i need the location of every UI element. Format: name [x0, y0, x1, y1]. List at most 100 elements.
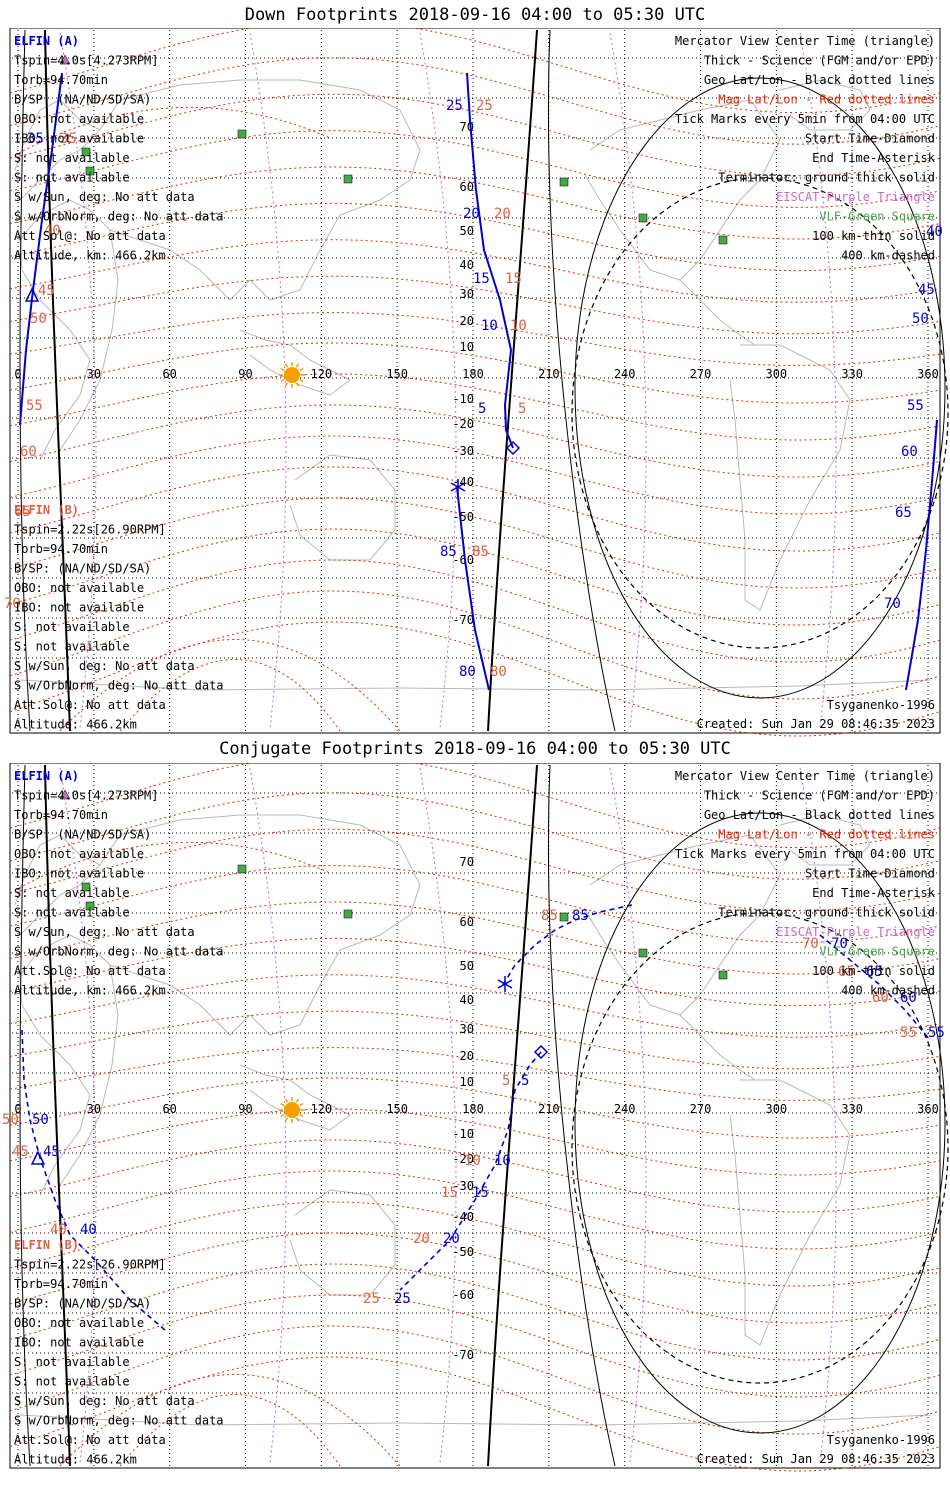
coastline [19, 934, 119, 1196]
vlf-station-square [85, 166, 95, 176]
lat-tick-label: -70 [452, 613, 474, 627]
elfin-b-info-line: ELFIN (B) [14, 503, 79, 517]
lat-tick-label: 50 [460, 224, 474, 238]
elfin-a-info-line: S w/Sun, deg: No att data [14, 925, 195, 939]
mag-latitude-line [9, 93, 941, 177]
legend-entry: Tick Marks every 5min from 04:00 UTC [675, 847, 935, 861]
track-minute-label: 40 [80, 1222, 97, 1238]
created-timestamp: Created: Sun Jan 29 08:46:35 2023 [697, 1452, 935, 1466]
elfin-a-track [19, 72, 63, 426]
track-minute-label: 15 [441, 1185, 458, 1201]
track-minute-label: 70 [831, 936, 848, 952]
mag-latitude-line [9, 57, 941, 145]
mag-latitude-line [59, 1374, 401, 1467]
elfin-a-info-line: Altitude, km: 466.2km [14, 249, 166, 263]
track-minute-label: 55 [26, 398, 43, 414]
elfin-a-info-line: IBO: not available [14, 132, 144, 146]
mag-latitude-line [9, 828, 941, 912]
coastline [729, 1079, 851, 1346]
track-minute-label: 65 [866, 964, 883, 980]
mag-latitude-line [9, 1232, 941, 1324]
legend-entry: EISCAT-Purple Triangle [776, 190, 935, 204]
legend-entry: End Time-Asterisk [812, 886, 936, 900]
created-timestamp: Created: Sun Jan 29 08:46:35 2023 [697, 717, 935, 731]
elfin-a-info-line: S: not available [14, 906, 130, 920]
down-footprints-map: 0 30 60 90 120 150 180 210 240 270 300 330 360 70 60 50… [4, 28, 949, 737]
lat-tick-label: -50 [452, 510, 474, 524]
subsolar-sun-icon [284, 367, 300, 383]
lat-tick-label: -50 [452, 1245, 474, 1259]
mag-latitude-line [9, 528, 941, 626]
track-minute-label: 5 [502, 1073, 510, 1089]
lat-tick-label: -30 [452, 1179, 474, 1193]
terminator-400km-oval [571, 912, 949, 1384]
mag-latitude-line [9, 106, 331, 159]
eiscat-triangle [59, 54, 71, 65]
track-minute-label: 55 [928, 1025, 945, 1041]
elfin-a-info-line: S: not available [14, 151, 130, 165]
elfin-b-info-line: IBO: not available [14, 601, 144, 615]
track-minute-label: 35 [27, 131, 44, 147]
terminator-100km-oval [574, 77, 946, 699]
legend-entry: EISCAT-Purple Triangle [776, 925, 935, 939]
elfin-a-info-line: S w/OrbNorm, deg: No att data [14, 210, 224, 224]
track-minute-label: 70 [884, 596, 901, 612]
subsolar-sun-icon [284, 1102, 300, 1118]
lon-tick-label: 180 [462, 1102, 484, 1116]
lon-tick-label: 270 [690, 1102, 712, 1116]
track-minute-label: 10 [464, 1153, 481, 1169]
elfin-b-info-line: Tspin=2.22s[26.90RPM] [14, 1258, 166, 1272]
lon-tick-label: 210 [538, 367, 560, 381]
mag-latitude-line [9, 1201, 941, 1287]
track-minute-label: 60 [900, 990, 917, 1006]
coastline [289, 454, 396, 561]
subsolar-sun-ray [299, 1113, 304, 1118]
elfin-a-info-line: Att.Sol@: No att data [14, 229, 166, 243]
mag-latitude-line [9, 1263, 941, 1361]
mag-latitude-line [9, 497, 941, 589]
elfin-a-info-line: S: not available [14, 886, 130, 900]
lon-tick-label: 300 [765, 367, 787, 381]
track-minute-label: 5 [521, 1073, 529, 1089]
lon-tick-label: 60 [162, 1102, 176, 1116]
lat-tick-label: -20 [452, 417, 474, 431]
elfin-b-info-line: S: not available [14, 1355, 130, 1369]
start-time-diamond [505, 440, 521, 456]
track-minute-label: 25 [446, 98, 463, 114]
legend-entry: Geo Lat/Lon - Black dotted lines [704, 808, 935, 822]
track-minute-label: 20 [443, 1231, 460, 1247]
lon-tick-label: 30 [87, 1102, 101, 1116]
mag-latitude-line [119, 659, 341, 732]
elfin-b-info-line: Altitude: 466.2km [14, 1453, 137, 1467]
track-minute-label: 55 [907, 398, 924, 414]
lon-tick-label: 210 [538, 1102, 560, 1116]
subsolar-sun-ray [295, 1117, 300, 1122]
track-minute-label: 55 [900, 1025, 917, 1041]
elfin-b-info-line: Att.Sol@: No att data [14, 1433, 166, 1447]
lat-tick-label: 30 [460, 287, 474, 301]
track-minute-label: 70 [802, 936, 819, 952]
lat-tick-label: 50 [460, 959, 474, 973]
track-minute-label: 5 [518, 401, 526, 417]
elfin-a-info-line: OBO: not available [14, 847, 144, 861]
legend-entry: Mercator View Center Time (triangle) [675, 769, 935, 783]
track-minute-label: 35 [60, 131, 77, 147]
vlf-station-square [85, 901, 95, 911]
lat-tick-label: 30 [460, 1022, 474, 1036]
mag-latitude-line [9, 1139, 941, 1213]
elfin-b-info-line: S w/Sun, deg: No att data [14, 659, 195, 673]
lon-tick-label: 270 [690, 367, 712, 381]
elfin-a-info-line: Torb=94.70min [14, 73, 108, 87]
footprint-track-dashed [502, 904, 633, 986]
track-minute-label: 20 [413, 1231, 430, 1247]
elfin-b-info-line: S: not available [14, 1375, 130, 1389]
terminator-ground-line [44, 764, 71, 1467]
elfin-a-info-line: IBO: not available [14, 867, 144, 881]
lat-tick-label: 70 [460, 855, 474, 869]
mag-latitude-line [9, 312, 941, 366]
track-minute-label: 15 [505, 271, 522, 287]
track-minute-label: 15 [472, 1185, 489, 1201]
mag-latitude-line [9, 466, 941, 552]
mag-latitude-line [9, 404, 941, 478]
vlf-station-square [343, 909, 353, 919]
